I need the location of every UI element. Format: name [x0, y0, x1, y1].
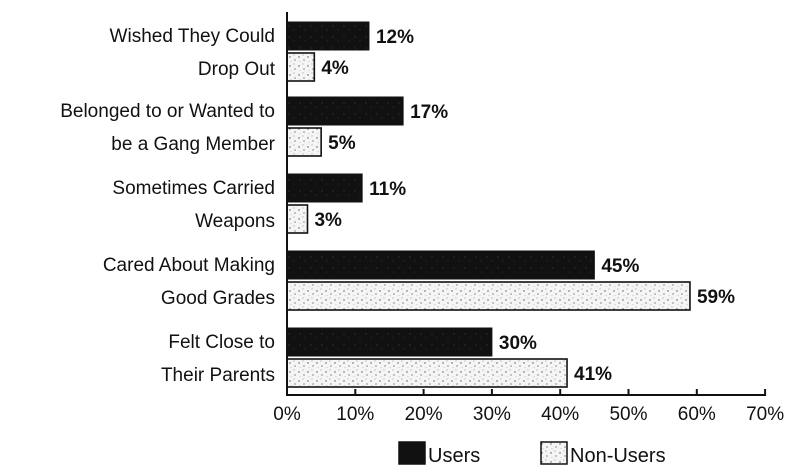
value-label-non-users-2: 3% [314, 210, 342, 231]
category-label-0-line-0: Wished They Could [110, 26, 275, 47]
value-label-users-4: 30% [499, 333, 537, 354]
category-label-4-line-1: Their Parents [161, 365, 275, 386]
category-label-3-line-1: Good Grades [161, 288, 275, 309]
legend-swatch-non-users [540, 441, 568, 465]
bars-layer [286, 21, 691, 388]
legend-label-non-users: Non-Users [570, 445, 666, 467]
bar-users-4 [286, 327, 493, 357]
x-tick-label-3: 30% [473, 404, 511, 425]
category-label-2-line-0: Sometimes Carried [112, 178, 275, 199]
category-label-1-line-0: Belonged to or Wanted to [60, 101, 275, 122]
category-label-2-line-1: Weapons [195, 211, 275, 232]
x-tick-label-7: 70% [746, 404, 784, 425]
bar-users-0 [286, 21, 370, 51]
value-label-non-users-0: 4% [321, 58, 349, 79]
x-tick-label-4: 40% [541, 404, 579, 425]
bar-non-users-3 [286, 281, 691, 311]
category-label-4-line-0: Felt Close to [168, 332, 275, 353]
labels-layer: 12% 17% 11% 45% 30% 4% 5% 3% 59% 41% Wished They C… [60, 26, 735, 386]
value-label-users-1: 17% [410, 102, 448, 123]
x-tick-label-2: 20% [405, 404, 443, 425]
value-label-non-users-3: 59% [697, 287, 735, 308]
bar-non-users-4 [286, 358, 568, 388]
legend: Users Non-Users [398, 441, 666, 467]
x-tick-label-6: 60% [678, 404, 716, 425]
value-label-non-users-4: 41% [574, 364, 612, 385]
bar-users-2 [286, 173, 363, 203]
x-tick-label-1: 10% [336, 404, 374, 425]
category-label-0-line-1: Drop Out [198, 59, 276, 80]
value-label-users-3: 45% [601, 256, 639, 277]
bar-non-users-1 [286, 127, 322, 157]
bar-non-users-2 [286, 204, 309, 234]
value-label-users-0: 12% [376, 27, 414, 48]
value-label-non-users-1: 5% [328, 133, 356, 154]
bar-users-3 [286, 250, 595, 280]
bar-users-1 [286, 96, 404, 126]
x-axis: 0% 10% 20% 30% 40% 50% 60% 70% [273, 12, 784, 425]
bar-non-users-0 [286, 52, 316, 82]
x-tick-label-0: 0% [273, 404, 301, 425]
x-tick-label-5: 50% [609, 404, 647, 425]
legend-swatch-users [398, 441, 426, 465]
category-label-1-line-1: be a Gang Member [111, 134, 275, 155]
value-label-users-2: 11% [369, 179, 406, 200]
legend-label-users: Users [428, 445, 480, 467]
category-label-3-line-0: Cared About Making [103, 255, 275, 276]
